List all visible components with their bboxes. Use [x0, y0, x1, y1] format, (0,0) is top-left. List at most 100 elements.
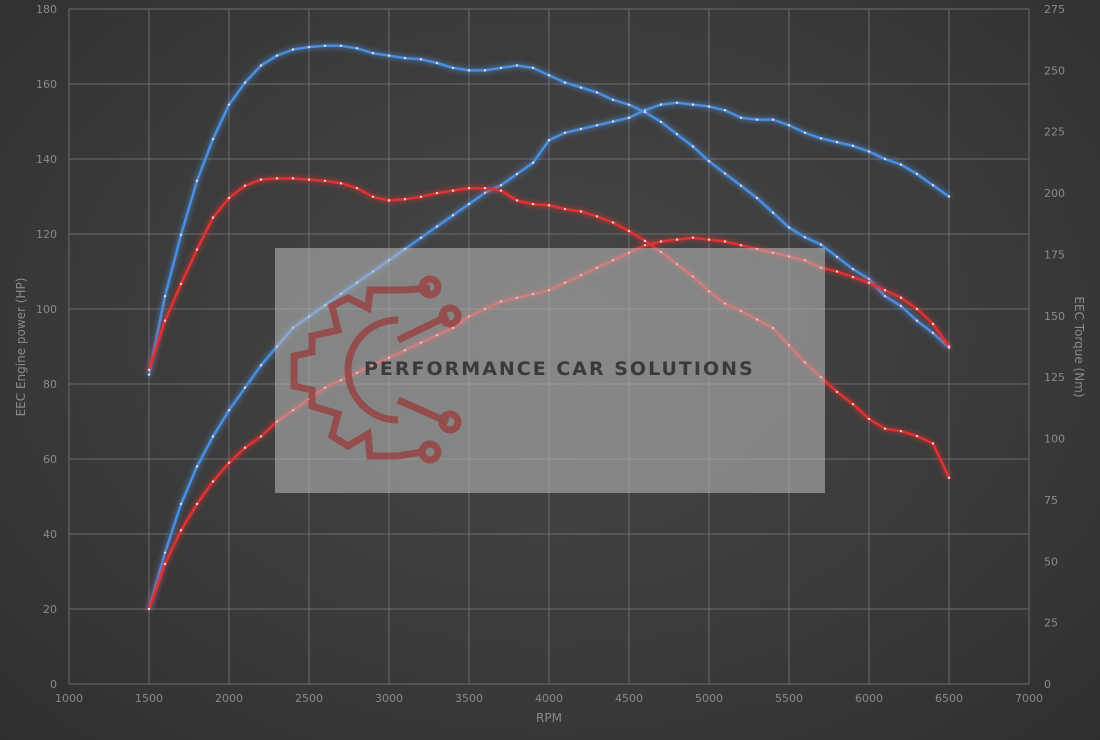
series-2-point	[787, 226, 791, 229]
y-left-tick-label: 80	[43, 378, 57, 391]
series-4-point	[867, 417, 871, 421]
series-4-point	[387, 199, 391, 202]
series-2-point	[499, 66, 503, 70]
series-4-point	[515, 199, 519, 202]
series-2-point	[179, 233, 183, 237]
y-right-tick-label: 100	[1044, 433, 1065, 446]
series-1-point	[867, 150, 871, 153]
series-2-point	[755, 196, 759, 200]
series-1-point	[163, 551, 167, 554]
tick-labels: 1000 1500 2000 2500 3000 3500 4000 4500 5000 5500…	[36, 3, 1065, 705]
x-tick-label: 2500	[295, 692, 323, 705]
x-tick-label: 2000	[215, 692, 243, 705]
series-4-point	[915, 434, 919, 438]
series-2-point	[451, 66, 455, 70]
series-2-point	[291, 48, 295, 51]
series-3-point	[195, 502, 199, 506]
y-left-tick-label: 40	[43, 528, 57, 541]
series-1-point	[531, 161, 535, 164]
series-2-point	[643, 110, 647, 114]
series-3-point	[659, 240, 663, 243]
series-2-point	[323, 44, 327, 48]
series-1-point	[483, 191, 487, 194]
series-1-point	[931, 184, 935, 187]
series-4-point	[611, 221, 615, 224]
series-3-point	[243, 446, 247, 449]
y-right-tick-label: 25	[1044, 617, 1058, 630]
series-2-point	[355, 47, 359, 50]
series-2-point	[899, 304, 903, 308]
series-1-point	[787, 124, 791, 127]
series-2-point	[803, 236, 807, 239]
series-1-point	[691, 103, 695, 106]
series-4-point	[291, 177, 295, 180]
series-1-point	[515, 172, 519, 176]
series-4-point	[579, 210, 583, 213]
series-1-point	[467, 202, 471, 206]
y-left-tick-label: 100	[36, 303, 57, 316]
y-right-tick-label: 225	[1044, 126, 1065, 139]
x-tick-label: 5500	[775, 692, 803, 705]
series-2-point	[771, 211, 775, 214]
series-2-point	[739, 184, 743, 187]
series-4-point	[851, 402, 855, 406]
series-3-point	[179, 529, 183, 532]
series-1-point	[243, 386, 247, 389]
y-right-tick-label: 150	[1044, 310, 1065, 323]
x-tick-label: 1500	[135, 692, 163, 705]
y-right-tick-label: 125	[1044, 371, 1065, 384]
series-2-point	[675, 132, 679, 136]
series-1-point	[707, 105, 711, 108]
series-1-point	[899, 163, 903, 166]
series-4-point	[355, 186, 359, 190]
series-2-point	[883, 294, 887, 298]
series-2-point	[515, 64, 519, 67]
series-1-point	[547, 139, 551, 142]
series-3-point	[835, 270, 839, 273]
series-3-point	[867, 281, 871, 284]
series-1-point	[947, 195, 951, 198]
y-axis-right-label: EEC Torque (Nm)	[1072, 296, 1086, 397]
series-2-point	[595, 91, 599, 94]
series-2-point	[259, 64, 263, 67]
series-3-point	[643, 244, 647, 247]
series-2-point	[275, 54, 279, 57]
y-left-tick-label: 140	[36, 153, 57, 166]
series-4-point	[835, 390, 839, 394]
series-1-point	[803, 131, 807, 134]
series-3-point	[147, 607, 151, 611]
series-1-point	[435, 225, 439, 228]
series-1-point	[451, 214, 455, 217]
series-2-point	[195, 179, 199, 183]
watermark: PERFORMANCE CAR SOLUTIONS	[275, 248, 825, 493]
y-left-tick-label: 180	[36, 3, 57, 16]
y-left-tick-label: 20	[43, 603, 57, 616]
series-2-point	[659, 120, 663, 124]
series-3-point	[723, 240, 727, 243]
y-left-tick-label: 160	[36, 78, 57, 91]
series-2-point	[707, 159, 711, 163]
series-3-point	[227, 461, 231, 464]
series-1-point	[771, 118, 775, 121]
series-4-point	[211, 216, 215, 219]
series-3-point	[947, 345, 951, 348]
series-2-point	[563, 81, 567, 84]
series-3-point	[707, 238, 711, 241]
series-4-point	[275, 177, 279, 180]
series-1-point	[227, 409, 231, 412]
y-right-tick-label: 200	[1044, 187, 1065, 200]
series-1-point	[755, 118, 759, 121]
series-1-point	[835, 140, 839, 144]
series-2-point	[723, 172, 727, 175]
series-2-point	[211, 137, 215, 141]
series-2-point	[819, 243, 823, 246]
series-1-point	[499, 184, 503, 187]
series-2-point	[147, 373, 151, 376]
x-tick-label: 1000	[55, 692, 83, 705]
series-1-point	[195, 465, 199, 468]
watermark-text: PERFORMANCE CAR SOLUTIONS	[364, 358, 755, 380]
series-4-point	[595, 215, 599, 218]
series-4-point	[403, 198, 407, 201]
y-left-tick-label: 0	[50, 678, 57, 691]
